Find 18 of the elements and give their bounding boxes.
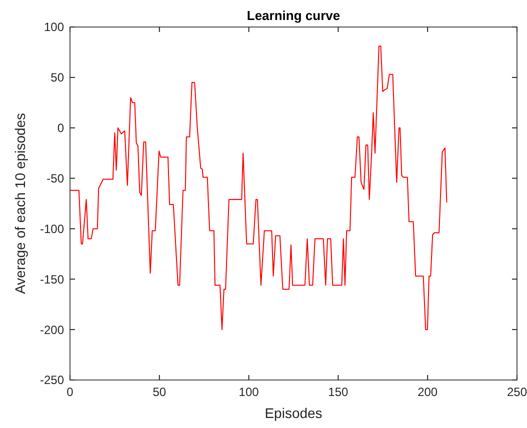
y-tick-label: 50	[50, 70, 64, 85]
x-tick-label: 100	[238, 385, 260, 399]
x-axis-title: Episodes	[264, 405, 322, 421]
y-tick-label: -100	[40, 222, 64, 236]
x-tick-label: 0	[66, 385, 74, 399]
y-tick-label: 100	[44, 20, 64, 34]
chart-title: Learning curve	[246, 8, 340, 23]
y-tick-label: -50	[46, 171, 64, 186]
y-tick-label: -200	[40, 322, 64, 337]
y-tick-label: 0	[57, 121, 64, 136]
x-tick-label: 250	[506, 385, 527, 399]
y-axis-title: Average of each 10 episodes	[12, 112, 28, 294]
y-tick-label: -150	[40, 272, 64, 286]
line-series	[70, 46, 448, 330]
x-tick-label: 150	[328, 385, 349, 399]
y-tick-label: -250	[40, 373, 64, 388]
x-tick-label: 200	[418, 385, 438, 399]
x-tick-label: 50	[152, 385, 166, 399]
